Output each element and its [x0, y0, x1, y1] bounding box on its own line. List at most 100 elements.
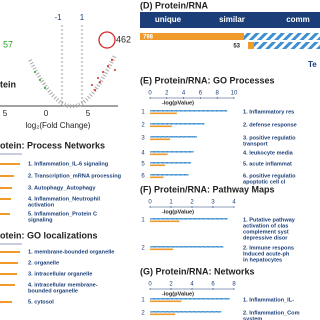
- list-item: signaling: [28, 217, 53, 223]
- down-count: 57: [3, 39, 13, 49]
- bar: [149, 161, 192, 164]
- list-item: 5. Inflammation_Protein C: [28, 211, 97, 217]
- bar: [150, 138, 171, 141]
- bar: [0, 251, 20, 253]
- row-number: 1: [141, 218, 145, 224]
- list-item: activation of clas: [243, 223, 288, 229]
- list-item: 4. Inflammation_Neutrophil: [28, 196, 101, 202]
- row-number: 2: [141, 246, 145, 252]
- bar: [150, 300, 182, 303]
- x-tick-label: 3: [211, 200, 215, 206]
- bar: [0, 187, 12, 189]
- bar: [150, 112, 177, 115]
- bar-outline: [244, 33, 320, 40]
- bar: [149, 310, 222, 313]
- list-item: 6. positive regulatio: [243, 173, 296, 179]
- bar: [150, 248, 174, 251]
- list-item: depressive disor: [243, 235, 288, 241]
- x-tick-label: 0: [148, 200, 152, 206]
- bar: [0, 175, 14, 177]
- row-number: 1: [141, 298, 145, 304]
- column-header: similar: [219, 15, 245, 24]
- up-count: 462: [116, 34, 131, 44]
- highlight-circle: [98, 31, 116, 49]
- bar: [0, 301, 12, 303]
- list-item: 2. Immune respons: [243, 245, 294, 251]
- bar: [149, 122, 205, 125]
- x-tick-label: 0: [148, 91, 152, 97]
- list-item: 4. leukocyte media: [243, 150, 294, 156]
- bar-outline: [140, 33, 320, 40]
- list-item: 1. Inflammation_IL-6 signaling: [28, 161, 109, 167]
- point-cloud: [28, 54, 117, 109]
- list-item: 1. Inflammatory res: [243, 109, 294, 115]
- list-item: transport: [243, 141, 268, 147]
- x-tick-label: 0: [148, 282, 152, 288]
- bar-outline: [248, 42, 320, 49]
- x-axis-label: -log(pValue): [162, 100, 194, 106]
- bar: [0, 273, 17, 275]
- list-item: 4. intracellular membrane-: [28, 282, 98, 288]
- list-item: 3. Autophagy_Autophagy: [28, 185, 96, 191]
- x-tick-label: 5: [3, 109, 8, 118]
- list-item: system: [243, 316, 262, 320]
- bar: [149, 135, 198, 138]
- x-tick-label: 8: [216, 91, 220, 97]
- column-header: unique: [155, 15, 182, 24]
- bar: [0, 262, 18, 264]
- x-tick-label: 4: [182, 91, 186, 97]
- bar: [150, 164, 166, 167]
- column-header: comm: [286, 15, 310, 24]
- threshold-label: -1: [54, 13, 62, 22]
- bar: [149, 297, 231, 300]
- x-tick-label: 5: [86, 109, 91, 118]
- list-item: complement syst: [243, 229, 289, 235]
- list-item: 5. cytosol: [28, 299, 54, 305]
- list-item: 1. Inflammation_IL-: [243, 297, 294, 303]
- volcano-plot: [0, 25, 118, 109]
- bar: [0, 213, 10, 215]
- bar: [149, 150, 194, 153]
- x-tick-label: 2: [165, 91, 169, 97]
- panel-title: (D) Protein/RNA: [140, 0, 208, 10]
- x-tick-label: 8: [232, 282, 236, 288]
- count-label: 53: [233, 44, 240, 50]
- row-number: 5: [141, 162, 145, 168]
- row-number: 3: [141, 136, 145, 142]
- list-item: 3. positive regulatio: [243, 135, 296, 141]
- x-tick-label: 1: [169, 200, 173, 206]
- bar: [150, 313, 176, 316]
- list-item: activation: [28, 202, 55, 208]
- bar: [149, 173, 189, 176]
- x-tick-label: 4: [190, 282, 194, 288]
- list-item: 2. organelle: [28, 260, 59, 266]
- list-item: 2. Transcription_mRNA processing: [28, 173, 122, 179]
- bar: [149, 109, 228, 112]
- list-item: 1. membrane-bounded organelle: [28, 249, 114, 255]
- x-tick-label: 6: [211, 282, 215, 288]
- x-tick-label: 4: [232, 200, 236, 206]
- x-axis-label: -log(pValue): [162, 209, 194, 215]
- panel-title: (G) Protein/RNA: Networks: [140, 266, 255, 276]
- x-tick-label: 0: [44, 109, 49, 118]
- header-bar: [140, 12, 320, 28]
- bar-outline: [248, 42, 254, 49]
- bar: [0, 198, 11, 200]
- list-item: 3. intracellular organelle: [28, 271, 92, 277]
- panel-title: (E) Protein/RNA: GO Processes: [140, 75, 275, 85]
- row-number: 2: [141, 311, 145, 317]
- x-tick-label: 6: [199, 91, 203, 97]
- bar: [150, 176, 164, 179]
- x-tick-label: 2: [169, 282, 173, 288]
- panel-title: otein: Process Networks: [0, 140, 105, 150]
- row-number: 4: [141, 151, 145, 157]
- side-label: Te: [308, 60, 317, 69]
- bar: [150, 125, 172, 128]
- bar: [0, 163, 20, 165]
- bar: [149, 245, 224, 248]
- panel-title: otein: GO localizations: [0, 230, 98, 240]
- x-tick-label: 10: [231, 91, 238, 97]
- panel-label: tein: [0, 79, 16, 89]
